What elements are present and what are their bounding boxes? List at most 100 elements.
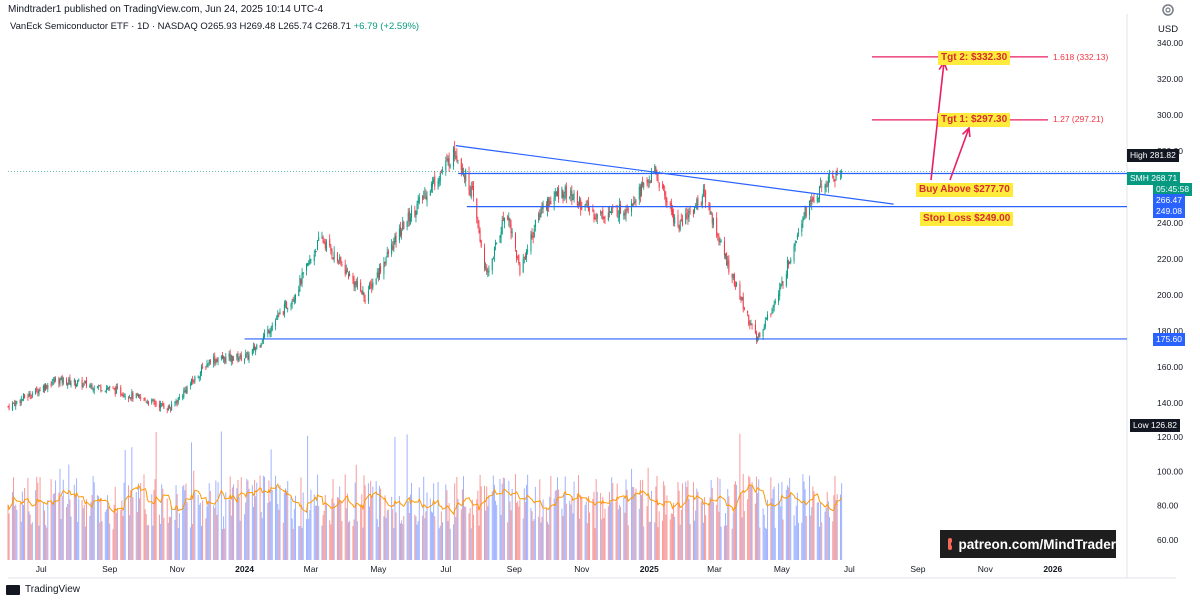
- candle-body: [186, 387, 188, 394]
- volume-bar: [460, 509, 462, 560]
- candle-body: [696, 199, 698, 210]
- candle-body: [687, 214, 689, 219]
- volume-bar: [267, 502, 269, 560]
- volume-bar: [827, 501, 829, 560]
- candle-body: [70, 383, 72, 386]
- candle-body: [229, 353, 231, 361]
- volume-bar: [301, 527, 303, 560]
- candle-body: [548, 198, 550, 207]
- volume-bar: [98, 496, 100, 560]
- tradingview-logo[interactable]: TradingView: [6, 584, 80, 595]
- candle-body: [131, 392, 133, 400]
- volume-bar: [386, 510, 388, 560]
- volume-bar: [833, 495, 835, 560]
- patreon-icon: [948, 538, 959, 550]
- volume-bar: [780, 506, 782, 560]
- volume-bar: [771, 498, 773, 560]
- volume-bar: [115, 512, 117, 560]
- candle-body: [27, 397, 29, 398]
- volume-bar: [455, 516, 457, 560]
- volume-bar: [217, 482, 219, 560]
- candle-body: [136, 394, 138, 396]
- candle-body: [19, 400, 21, 403]
- volume-bar: [277, 504, 279, 560]
- candle-body: [298, 289, 300, 296]
- candle-body: [37, 390, 39, 394]
- volume-bar: [802, 474, 804, 560]
- volume-bar: [186, 502, 188, 560]
- candle-body: [565, 185, 567, 198]
- volume-bar: [453, 524, 455, 560]
- candle-body: [531, 232, 533, 238]
- volume-bar: [415, 516, 417, 560]
- volume-bar: [50, 479, 52, 560]
- volume-bar: [399, 523, 401, 560]
- volume-bar: [251, 485, 253, 560]
- volume-bar: [163, 517, 165, 560]
- volume-bar: [534, 486, 536, 560]
- volume-bar: [705, 515, 707, 560]
- volume-bar: [105, 509, 107, 560]
- symbol-name[interactable]: VanEck Semiconductor ETF · 1D · NASDAQ: [10, 21, 198, 32]
- price-tick-label: 320.00: [1157, 74, 1183, 84]
- volume-bar: [619, 506, 621, 560]
- tradingview-brand: TradingView: [25, 584, 81, 595]
- volume-bar: [161, 484, 163, 560]
- volume-bar: [631, 468, 633, 560]
- candle-body: [16, 401, 18, 403]
- volume-bar: [538, 516, 540, 560]
- candle-body: [747, 310, 749, 314]
- candle-body: [786, 260, 788, 276]
- candle-body: [508, 217, 510, 221]
- candle-body: [152, 399, 154, 401]
- candle-body: [426, 196, 428, 202]
- volume-bar: [666, 495, 668, 560]
- candle-body: [346, 270, 348, 272]
- candle-body: [209, 359, 211, 364]
- volume-bar: [655, 486, 657, 560]
- candle-body: [223, 356, 225, 359]
- candle-body: [215, 359, 217, 364]
- candle-body: [812, 197, 814, 201]
- candle-body: [662, 185, 664, 187]
- volume-bar: [687, 480, 689, 560]
- candle-body: [369, 284, 371, 289]
- candle-body: [817, 197, 819, 199]
- settings-icon[interactable]: [1160, 2, 1176, 18]
- candle-body: [300, 279, 302, 285]
- volume-bar: [638, 508, 640, 560]
- volume-bar: [391, 496, 393, 560]
- volume-bar: [213, 505, 215, 560]
- candle-body: [725, 254, 727, 257]
- volume-bar: [586, 523, 588, 560]
- volume-bar: [225, 492, 227, 560]
- volume-bar: [426, 492, 428, 560]
- volume-bar: [824, 511, 826, 560]
- candle-body: [759, 332, 761, 338]
- candle-body: [433, 179, 435, 183]
- volume-bar: [403, 515, 405, 560]
- volume-bar: [518, 506, 520, 560]
- volume-bar: [828, 517, 830, 560]
- volume-bar: [478, 525, 480, 560]
- volume-bar: [339, 486, 341, 560]
- volume-bar: [276, 486, 278, 560]
- volume-bar: [92, 476, 94, 560]
- volume-bar: [736, 484, 738, 560]
- candle-body: [299, 277, 301, 291]
- volume-bar: [639, 480, 641, 560]
- volume-bar: [68, 464, 70, 560]
- candle-body: [153, 399, 155, 403]
- volume-bar: [387, 509, 389, 560]
- candle-body: [330, 246, 332, 251]
- candle-body: [207, 364, 209, 366]
- candle-body: [398, 228, 400, 241]
- volume-bar: [137, 483, 139, 560]
- volume-bar: [678, 490, 680, 560]
- candle-body: [246, 352, 248, 354]
- volume-bar: [139, 498, 141, 560]
- candle-body: [480, 240, 482, 247]
- volume-bar: [302, 492, 304, 560]
- volume-bar: [794, 525, 796, 560]
